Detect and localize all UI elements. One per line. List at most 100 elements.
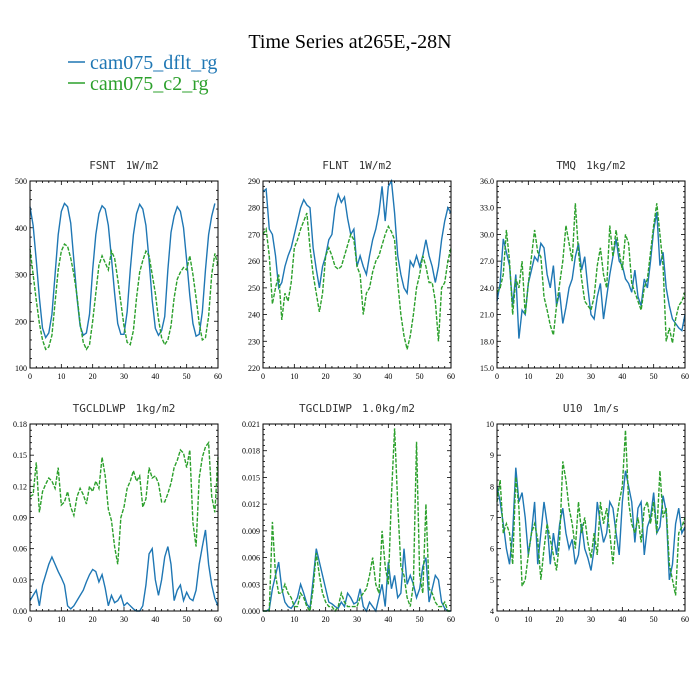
- x-tick-label: 0: [261, 372, 265, 381]
- x-tick-label: 20: [322, 615, 330, 624]
- panel-variable: FSNT: [89, 159, 116, 172]
- y-tick-label: 0.18: [13, 420, 27, 429]
- panel-variable: TGCLDLWP: [73, 402, 126, 415]
- panel-title: FLNT 1W/m2: [322, 159, 392, 172]
- panel-variable: TGCLDIWP: [299, 402, 352, 415]
- x-tick-label: 40: [384, 372, 392, 381]
- x-tick-label: 40: [384, 615, 392, 624]
- plot-frame: [262, 423, 452, 612]
- x-tick-label: 50: [416, 372, 424, 381]
- panel-units: 1kg/m2: [136, 402, 176, 415]
- x-tick-label: 50: [416, 615, 424, 624]
- plot-frame: [496, 180, 686, 369]
- panel-units: 1.0kg/m2: [362, 402, 415, 415]
- legend-label-1: cam075_c2_rg: [90, 73, 209, 95]
- series-line-cam075_c2_rg: [263, 428, 451, 613]
- x-tick-label: 50: [650, 615, 658, 624]
- y-tick-label: 0.000: [242, 607, 260, 616]
- y-tick-label: 21.0: [480, 311, 494, 320]
- panel-variable: U10: [563, 402, 583, 415]
- x-tick-label: 30: [587, 372, 595, 381]
- series-line-cam075_dflt_rg: [496, 212, 686, 339]
- x-tick-label: 60: [681, 615, 689, 624]
- y-tick-label: 270: [248, 230, 260, 239]
- panel-u10: U10 1m/s 0 10 20 30 40 50 60 4 5 6 7 8 9 10: [486, 402, 689, 624]
- x-tick-label: 30: [353, 372, 361, 381]
- y-tick-label: 200: [15, 317, 27, 326]
- panel-fsnt: FSNT 1W/m2 0 10 20 30 40 50 60 100 200 300 400 500: [15, 159, 222, 381]
- y-tick-label: 9: [490, 451, 494, 460]
- y-tick-label: 0.018: [242, 447, 260, 456]
- y-tick-label: 100: [15, 364, 27, 373]
- x-tick-label: 10: [290, 615, 298, 624]
- x-tick-label: 20: [89, 615, 97, 624]
- y-tick-label: 0.015: [242, 473, 260, 482]
- x-tick-label: 0: [495, 615, 499, 624]
- panel-units: 1m/s: [593, 402, 620, 415]
- y-tick-label: 280: [248, 204, 260, 213]
- x-tick-label: 20: [89, 372, 97, 381]
- y-tick-label: 8: [490, 482, 494, 491]
- y-tick-label: 230: [248, 337, 260, 346]
- legend: cam075_dflt_rg cam075_c2_rg: [68, 52, 217, 95]
- panel-tgcldlwp: TGCLDLWP 1kg/m2 0 10 20 30 40 50 60 0.00 0.03 0.06 0…: [13, 402, 222, 624]
- x-tick-label: 50: [650, 372, 658, 381]
- y-tick-label: 0.15: [13, 451, 27, 460]
- y-tick-label: 260: [248, 257, 260, 266]
- y-tick-label: 27.0: [480, 257, 494, 266]
- y-tick-label: 220: [248, 364, 260, 373]
- panel-variable: TMQ: [556, 159, 576, 172]
- y-tick-label: 0.06: [13, 545, 27, 554]
- y-tick-label: 30.0: [480, 230, 494, 239]
- panel-units: 1W/m2: [126, 159, 159, 172]
- y-tick-label: 400: [15, 224, 27, 233]
- panel-title: U10 1m/s: [563, 402, 619, 415]
- x-tick-label: 40: [151, 615, 159, 624]
- x-tick-label: 0: [28, 615, 32, 624]
- plot-frame: [262, 180, 452, 369]
- y-tick-label: 7: [490, 514, 494, 523]
- x-tick-label: 0: [261, 615, 265, 624]
- y-tick-label: 0.00: [13, 607, 27, 616]
- x-tick-label: 40: [618, 615, 626, 624]
- x-tick-label: 20: [556, 615, 564, 624]
- x-tick-label: 60: [447, 372, 455, 381]
- y-tick-label: 0.09: [13, 514, 27, 523]
- legend-label-0: cam075_dflt_rg: [90, 52, 217, 74]
- series-line-cam075_dflt_rg: [263, 548, 451, 613]
- panel-units: 1W/m2: [359, 159, 392, 172]
- y-tick-label: 6: [490, 545, 494, 554]
- y-tick-label: 0.021: [242, 420, 260, 429]
- panel-flnt: FLNT 1W/m2 0 10 20 30 40 50 60 220 230 240 250 260 270…: [248, 159, 455, 381]
- plot-frame: [496, 423, 686, 612]
- series-line-cam075_dflt_rg: [29, 529, 219, 612]
- y-tick-label: 5: [490, 576, 494, 585]
- y-tick-label: 0.009: [242, 527, 260, 536]
- x-tick-label: 30: [353, 615, 361, 624]
- y-tick-label: 250: [248, 284, 260, 293]
- plot-frame: [29, 180, 219, 369]
- series-line-cam075_c2_rg: [29, 440, 219, 565]
- x-tick-label: 60: [214, 615, 222, 624]
- y-tick-label: 240: [248, 311, 260, 320]
- x-tick-label: 20: [322, 372, 330, 381]
- series-line-cam075_c2_rg: [262, 212, 452, 350]
- panel-title: TGCLDLWP 1kg/m2: [73, 402, 176, 415]
- x-tick-label: 30: [120, 615, 128, 624]
- panel-title: FSNT 1W/m2: [89, 159, 159, 172]
- x-tick-label: 10: [57, 372, 65, 381]
- series-line-cam075_c2_rg: [496, 203, 686, 344]
- figure-title: Time Series at265E,-28N: [248, 31, 451, 53]
- y-tick-label: 0.03: [13, 576, 27, 585]
- y-tick-label: 0.12: [13, 482, 27, 491]
- x-tick-label: 40: [151, 372, 159, 381]
- series-line-cam075_c2_rg: [29, 243, 219, 351]
- y-tick-label: 300: [15, 271, 27, 280]
- x-tick-label: 10: [290, 372, 298, 381]
- y-tick-label: 0.003: [242, 580, 260, 589]
- x-tick-label: 10: [524, 615, 532, 624]
- y-tick-label: 290: [248, 177, 260, 186]
- x-tick-label: 30: [120, 372, 128, 381]
- y-tick-label: 500: [15, 177, 27, 186]
